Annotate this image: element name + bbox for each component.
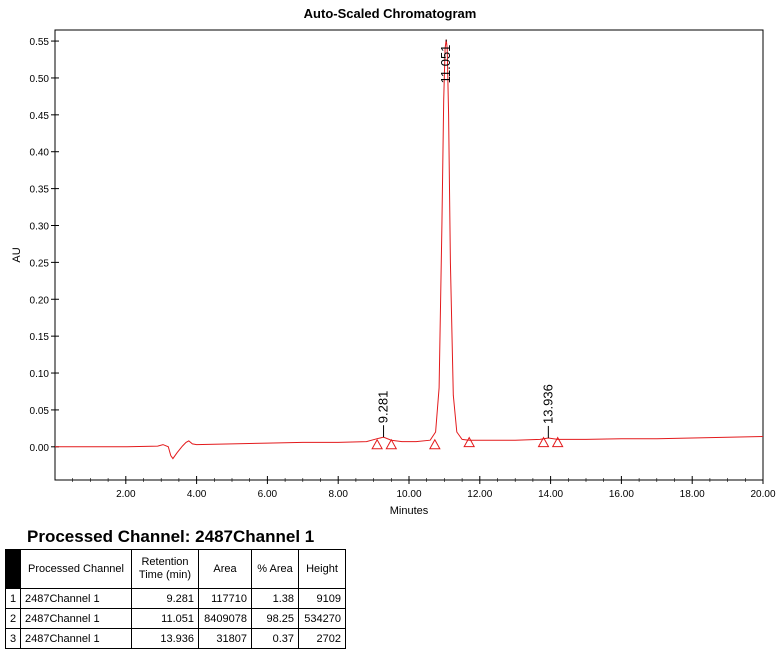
x-tick-label: 6.00 [258,489,278,500]
cell-area: 8409078 [198,608,252,629]
y-tick-label: 0.20 [30,295,50,306]
integration-marker [551,436,564,448]
table-header-row: Processed Channel Retention Time (min) A… [5,549,346,589]
table-title: Processed Channel: 2487Channel 1 [27,527,315,546]
cell-retention-time: 9.281 [131,588,199,609]
cell-height: 2702 [298,628,346,649]
x-tick-label: 8.00 [328,489,348,500]
integration-markers [371,436,564,450]
header-area: Area [198,549,252,589]
cell-retention-time: 11.051 [131,608,199,629]
table-row: 3 2487Channel 1 13.936 31807 0.37 2702 [5,628,346,649]
cell-height: 534270 [298,608,346,629]
y-tick-label: 0.45 [30,111,50,122]
header-height: Height [298,549,346,589]
header-corner [5,549,21,589]
x-tick-label: 20.00 [750,489,775,500]
x-axis-label: Minutes [390,505,429,517]
row-index: 2 [5,608,21,629]
y-tick-label: 0.10 [30,369,50,380]
cell-channel: 2487Channel 1 [20,608,132,629]
cell-retention-time: 13.936 [131,628,199,649]
y-axis-label: AU [11,247,23,262]
cell-pct-area: 0.37 [251,628,299,649]
integration-marker [371,438,383,450]
x-tick-label: 18.00 [680,489,705,500]
cell-area: 117710 [198,588,252,609]
y-tick-label: 0.05 [30,406,50,417]
cell-area: 31807 [198,628,252,649]
peak-label: 11.051 [438,45,453,84]
header-processed-channel: Processed Channel [20,549,132,589]
peak-table: Processed Channel Retention Time (min) A… [5,549,346,649]
chromatogram-trace [55,39,764,460]
y-tick-label: 0.40 [30,148,50,159]
x-tick-label: 12.00 [467,489,492,500]
x-axis: 2.00 4.00 6.00 8.00 10.00 12.00 14.00 16.00 18.0… [72,476,776,500]
x-tick-label: 16.00 [609,489,634,500]
x-tick-label: 4.00 [187,489,207,500]
peak-labels: 9.281 11.051 13.936 [376,39,555,438]
integration-marker [463,436,476,448]
peak-label: 13.936 [540,384,555,424]
header-pct-area: % Area [251,549,299,589]
table-row: 1 2487Channel 1 9.281 117710 1.38 9109 [5,588,346,609]
chromatogram-chart: Auto-Scaled Chromatogram 0.00 0.05 0.10 0.1… [11,6,776,517]
y-tick-label: 0.15 [30,332,50,343]
integration-marker [385,438,398,450]
y-axis: 0.00 0.05 0.10 0.15 0.20 0.25 0.30 0.35 0.40 0.45… [30,37,59,454]
row-index: 1 [5,588,21,609]
cell-channel: 2487Channel 1 [20,588,132,609]
cell-pct-area: 1.38 [251,588,299,609]
table-row: 2 2487Channel 1 11.051 8409078 98.25 534… [5,608,346,629]
y-tick-label: 0.25 [30,258,50,269]
header-retention-time: Retention Time (min) [131,549,199,589]
row-index: 3 [5,628,21,649]
x-tick-label: 2.00 [116,489,136,500]
y-tick-label: 0.35 [30,185,50,196]
y-tick-label: 0.30 [30,221,50,232]
chart-title: Auto-Scaled Chromatogram [304,6,477,21]
cell-height: 9109 [298,588,346,609]
cell-pct-area: 98.25 [251,608,299,629]
cell-channel: 2487Channel 1 [20,628,132,649]
x-tick-label: 14.00 [538,489,563,500]
integration-marker [428,438,441,450]
y-tick-label: 0.00 [30,443,50,454]
peak-label: 9.281 [376,391,391,424]
integration-marker [537,436,550,448]
y-tick-label: 0.50 [30,74,50,85]
y-tick-label: 0.55 [30,37,50,48]
x-tick-label: 10.00 [396,489,421,500]
plot-frame [54,29,764,481]
